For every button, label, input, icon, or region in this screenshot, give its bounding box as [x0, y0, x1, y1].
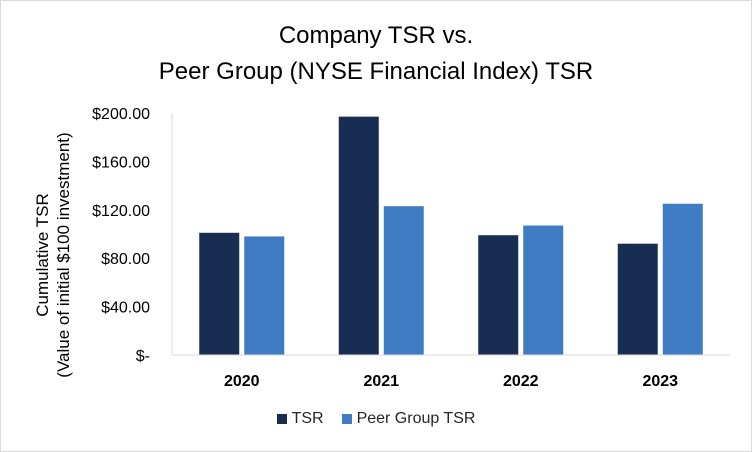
x-tick-label: 2020 [224, 373, 260, 390]
chart-title: Company TSR vs. Peer Group (NYSE Financi… [0, 18, 752, 90]
legend-item-peer-group-tsr: Peer Group TSR [341, 410, 476, 428]
bar-tsr-2020 [199, 232, 240, 355]
legend-label-peer-group-tsr: Peer Group TSR [356, 410, 476, 427]
bar-tsr-2021 [338, 116, 379, 355]
bar-peer-group-tsr-2021 [383, 206, 424, 355]
bar-peer-group-tsr-2020 [244, 236, 285, 355]
bar-tsr-2023 [617, 243, 658, 355]
x-tick-label: 2022 [503, 373, 539, 390]
legend-label-tsr: TSR [291, 410, 324, 427]
y-tick-label: $160.00 [92, 154, 150, 171]
legend-swatch-tsr [276, 414, 287, 424]
y-tick-label: $200.00 [92, 106, 150, 123]
x-tick-label: 2021 [363, 373, 399, 390]
y-tick-label: $40.00 [101, 300, 150, 317]
bar-tsr-2022 [478, 235, 519, 355]
legend: TSR Peer Group TSR [0, 410, 752, 428]
y-tick-label: $- [136, 348, 150, 365]
bar-peer-group-tsr-2022 [523, 225, 564, 355]
chart-title-line-1: Company TSR vs. [278, 22, 474, 49]
chart-title-line-2: Peer Group (NYSE Financial Index) TSR [158, 58, 594, 85]
y-tick-label: $120.00 [92, 203, 150, 220]
bar-peer-group-tsr-2023 [662, 203, 703, 355]
legend-swatch-peer-group-tsr [341, 414, 352, 424]
legend-item-tsr: TSR [276, 410, 324, 428]
x-tick-label: 2023 [642, 373, 678, 390]
y-tick-label: $80.00 [101, 251, 150, 268]
